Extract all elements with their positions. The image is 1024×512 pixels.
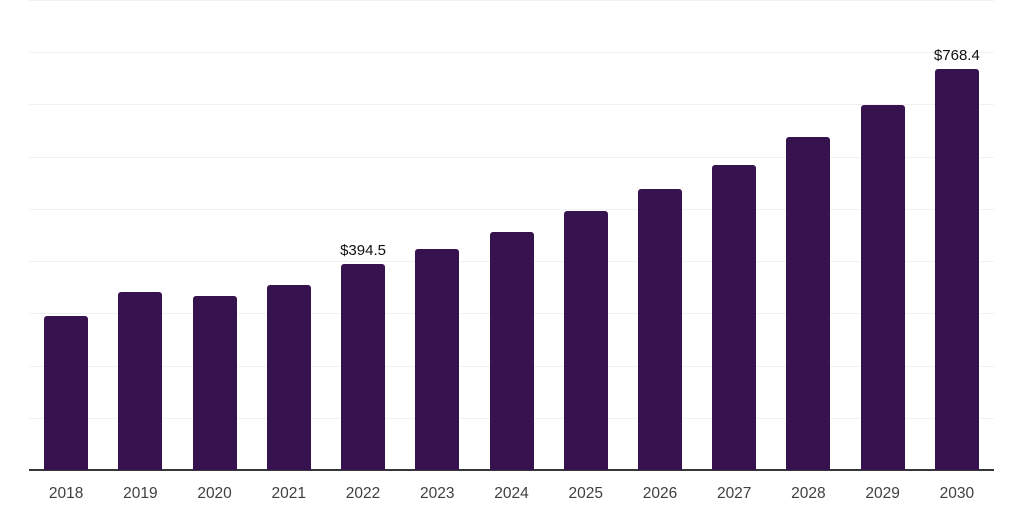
x-tick-label: 2018 bbox=[48, 485, 84, 502]
x-tick-label: 2027 bbox=[716, 485, 752, 502]
x-tick-label: 2029 bbox=[865, 485, 900, 502]
gridline bbox=[29, 208, 994, 210]
x-tick-label: 2020 bbox=[197, 485, 232, 502]
x-tick-label: 2030 bbox=[939, 485, 975, 502]
x-tick-label: 2028 bbox=[791, 485, 826, 502]
bar bbox=[786, 137, 831, 470]
bar bbox=[712, 165, 757, 470]
x-tick-label: 2025 bbox=[568, 485, 603, 502]
x-tick-label: 2023 bbox=[420, 485, 455, 502]
plot-area: $394.5 $768.4 bbox=[29, 0, 994, 471]
bar bbox=[44, 315, 89, 470]
bar bbox=[118, 292, 163, 470]
bar bbox=[637, 189, 682, 470]
bar bbox=[563, 210, 608, 470]
x-tick-label: 2019 bbox=[123, 485, 158, 502]
bar bbox=[266, 284, 311, 470]
bar-value-label: $768.4 bbox=[933, 46, 980, 64]
x-tick-label: 2024 bbox=[494, 485, 529, 502]
bar bbox=[192, 296, 237, 470]
bar bbox=[860, 104, 905, 470]
x-tick-label: 2022 bbox=[345, 485, 381, 502]
x-axis: 2018 2019 2020 2021 2022 2023 2024 2025 2026 2027… bbox=[29, 471, 994, 512]
bar bbox=[415, 249, 460, 470]
gridline bbox=[29, 104, 994, 106]
x-axis-line bbox=[29, 469, 994, 471]
gridline bbox=[29, 0, 994, 1]
bar bbox=[341, 263, 386, 470]
x-tick-label: 2021 bbox=[271, 485, 307, 502]
bar-value-label: $394.5 bbox=[340, 241, 386, 259]
bar bbox=[489, 231, 534, 470]
gridline bbox=[29, 52, 994, 54]
x-tick-label: 2026 bbox=[642, 485, 678, 502]
bar bbox=[934, 68, 979, 470]
gridline bbox=[29, 156, 994, 158]
